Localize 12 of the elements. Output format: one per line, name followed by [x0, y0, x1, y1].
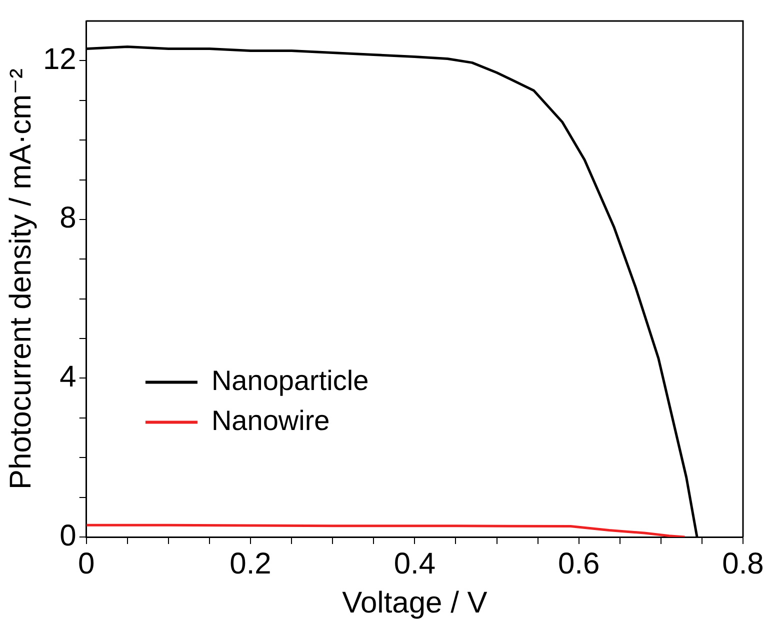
legend-label: Nanoparticle — [211, 364, 369, 396]
y-tick-label: 12 — [42, 42, 76, 76]
x-tick-label: 0.4 — [394, 547, 436, 580]
y-tick-label: 4 — [60, 360, 76, 394]
x-tick-label: 0.6 — [558, 547, 600, 580]
x-tick-label: 0.2 — [230, 547, 272, 580]
x-tick-label: 0.8 — [722, 547, 764, 580]
y-axis-title: Photocurrent density / mA·cm⁻² — [4, 68, 38, 490]
x-axis-title: Voltage / V — [342, 586, 488, 620]
y-tick-label: 8 — [60, 202, 76, 235]
legend-label: Nanowire — [211, 404, 330, 436]
y-tick-label: 0 — [60, 519, 76, 552]
